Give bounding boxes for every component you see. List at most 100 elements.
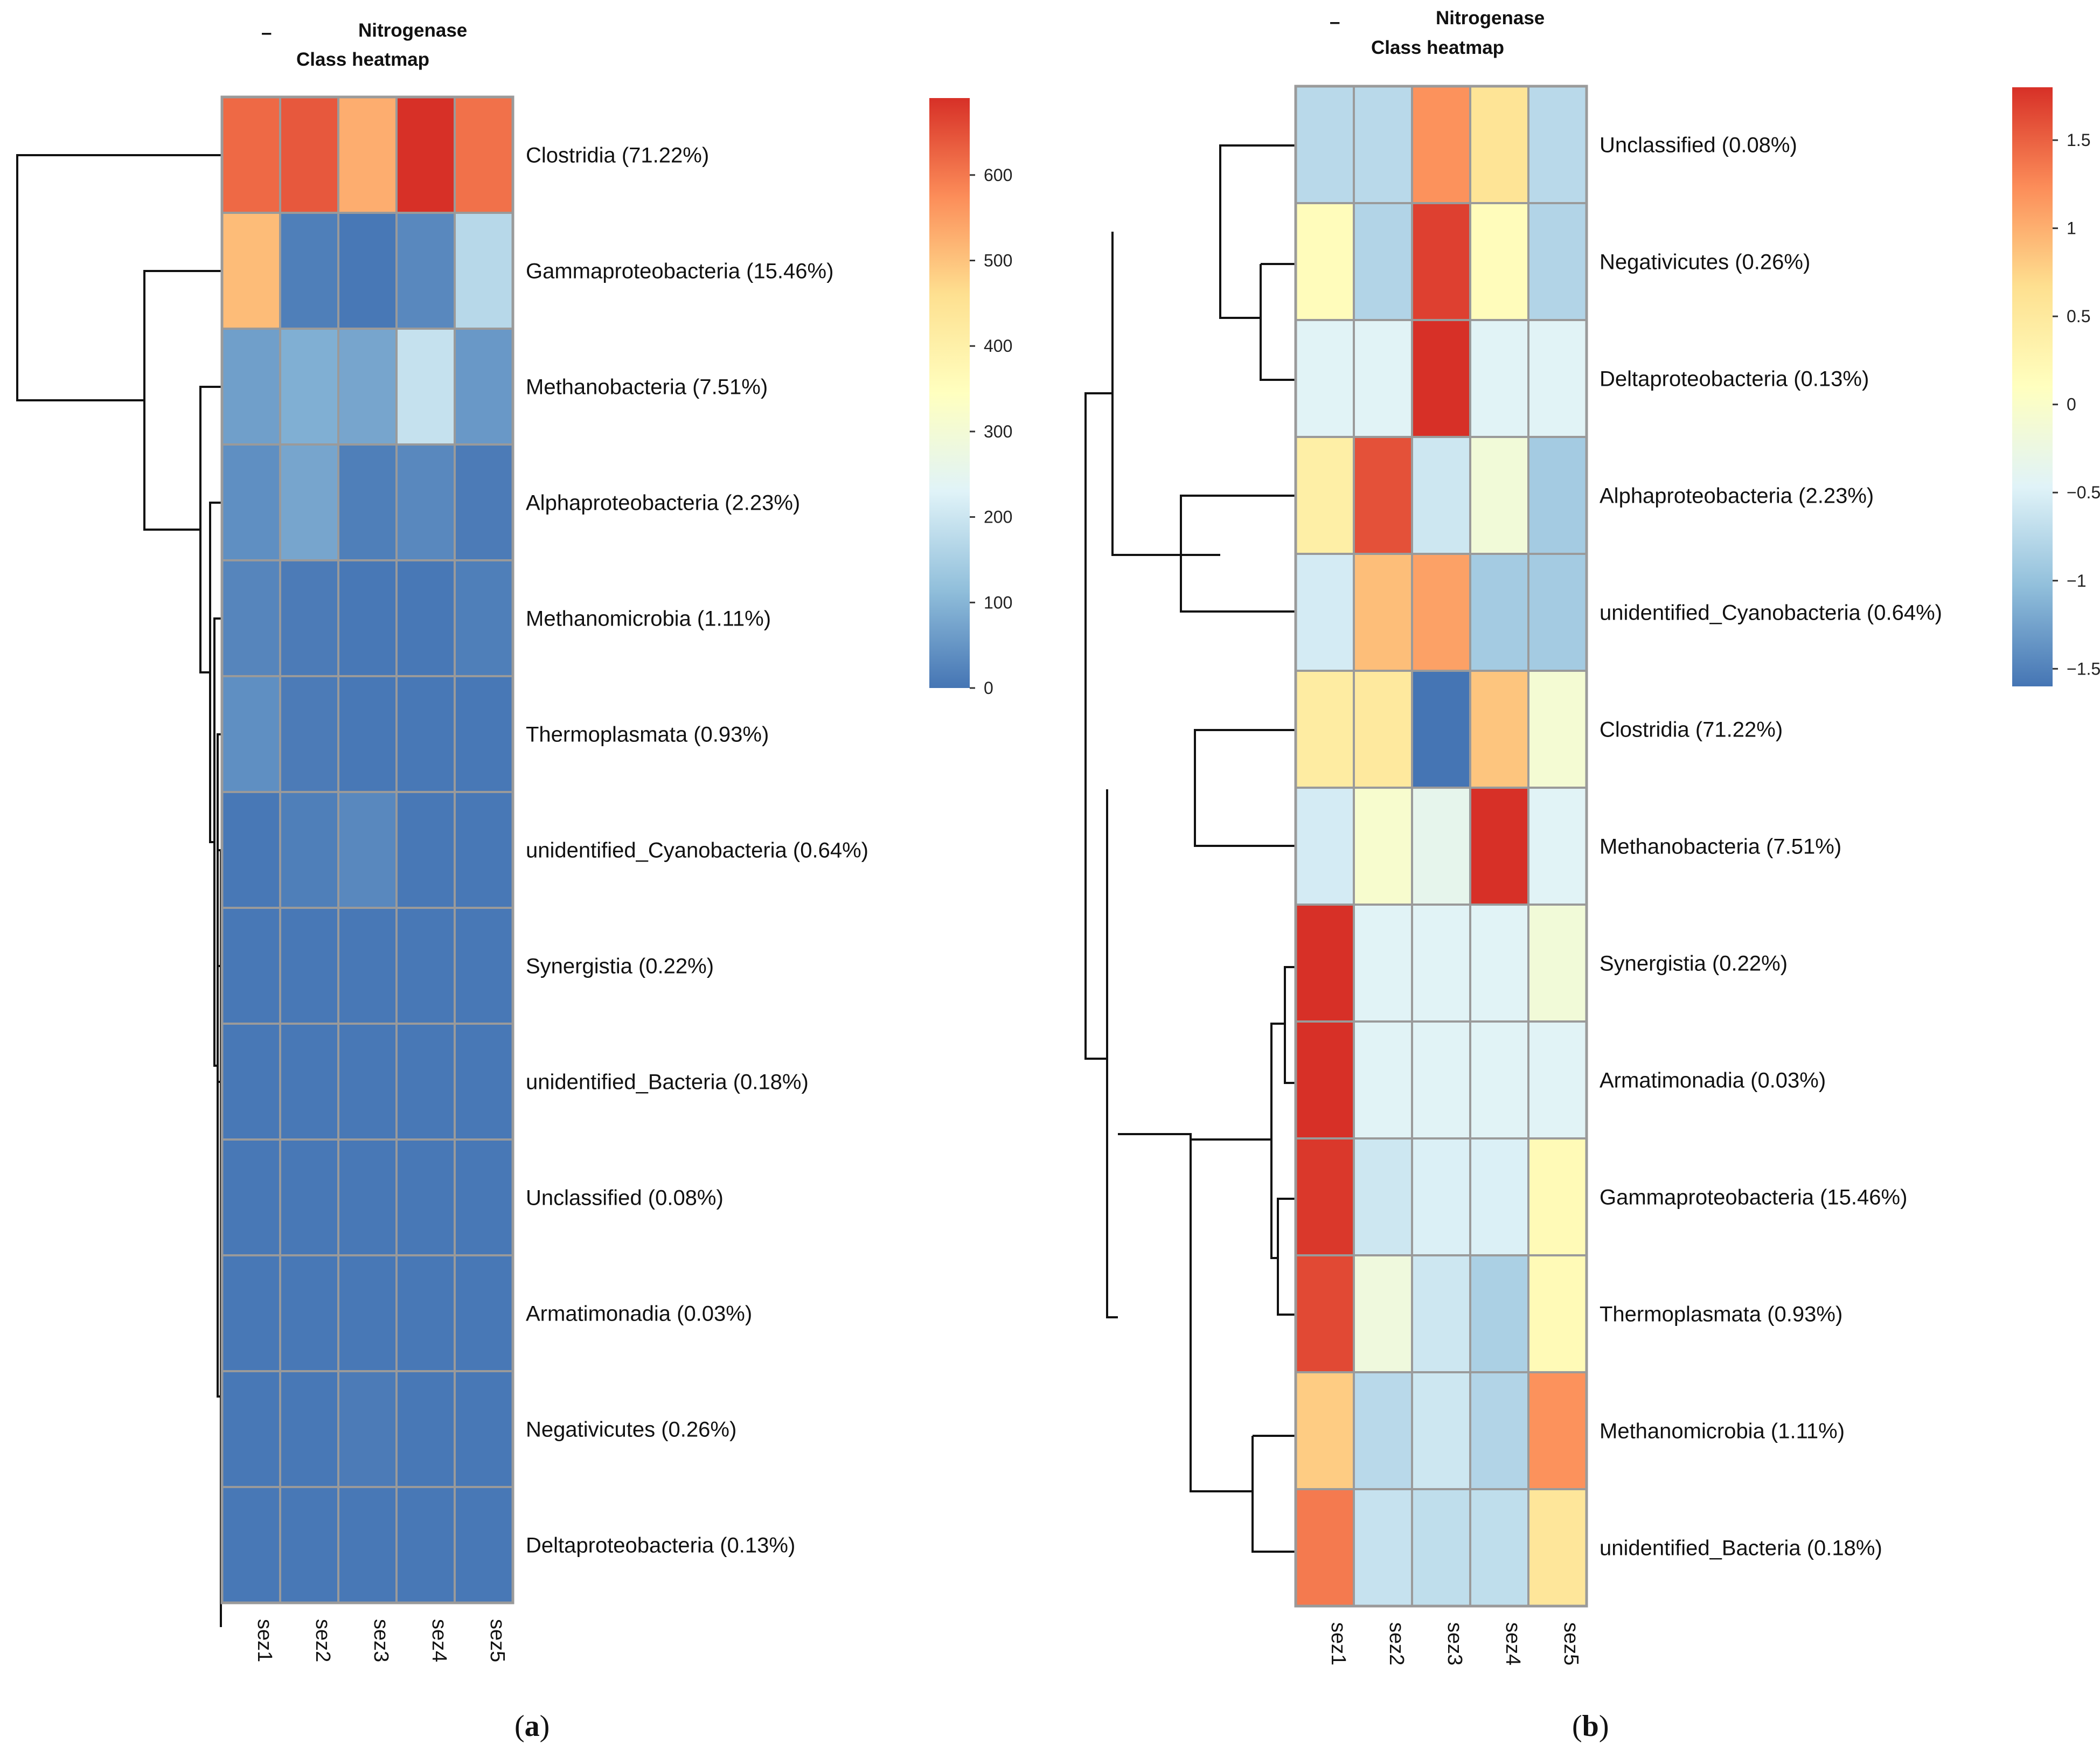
heatmap-cell bbox=[279, 96, 339, 214]
panel-a-legend-ticks: 0 100 200 300 400 500 600 bbox=[970, 165, 1012, 698]
row-label: Unclassified (0.08%) bbox=[1600, 134, 1797, 157]
panel-a-column-labels: sez1 sez2 sez3 sez4 sez5 bbox=[253, 1619, 509, 1662]
heatmap-cell bbox=[1411, 1371, 1471, 1490]
heatmap-cell bbox=[1469, 319, 1529, 438]
heatmap-cell bbox=[279, 443, 339, 561]
panel-a-label: (a) bbox=[514, 1710, 550, 1743]
row-label: Negativicutes (0.26%) bbox=[1600, 251, 1810, 274]
heatmap-cell bbox=[454, 791, 514, 909]
column-label: sez3 bbox=[1443, 1622, 1466, 1665]
heatmap-cell bbox=[279, 1486, 339, 1604]
heatmap-cell bbox=[1353, 787, 1413, 906]
heatmap-cell bbox=[1469, 202, 1529, 321]
row-label: Clostridia (71.22%) bbox=[526, 144, 709, 168]
heatmap-cell bbox=[221, 1486, 281, 1604]
heatmap-cell bbox=[337, 907, 398, 1025]
heatmap-cell bbox=[337, 443, 398, 561]
heatmap-cell bbox=[1295, 85, 1355, 204]
heatmap-cell bbox=[1295, 1254, 1355, 1373]
heatmap-cell bbox=[1527, 1137, 1588, 1256]
heatmap-cell bbox=[221, 212, 281, 330]
heatmap-border bbox=[220, 95, 514, 1604]
heatmap-cell bbox=[279, 675, 339, 793]
heatmap-cell bbox=[337, 1254, 398, 1372]
heatmap-cell bbox=[1295, 553, 1355, 672]
heatmap-cell bbox=[1295, 202, 1355, 321]
column-label: sez1 bbox=[1327, 1622, 1350, 1665]
heatmap-cell bbox=[1527, 1488, 1588, 1607]
panel-b-dendro-root bbox=[1084, 392, 1112, 1060]
heatmap-cell bbox=[395, 1023, 456, 1141]
panel-a-title-line1: Nitrogenase bbox=[358, 20, 467, 41]
heatmap-cell bbox=[1353, 319, 1413, 438]
column-label: sez1 bbox=[253, 1619, 276, 1662]
row-label: Synergistia (0.22%) bbox=[526, 955, 714, 978]
row-label: Thermoplasmata (0.93%) bbox=[1600, 1303, 1842, 1326]
heatmap-cell bbox=[1469, 787, 1529, 906]
row-label: Armatimonadia (0.03%) bbox=[526, 1302, 752, 1326]
heatmap-cell bbox=[1527, 202, 1588, 321]
heatmap-cell bbox=[395, 791, 456, 909]
heatmap-cell bbox=[395, 1486, 456, 1604]
panel-b-dendro-cluster-1 bbox=[1219, 144, 1296, 319]
heatmap-cell bbox=[1353, 1488, 1413, 1607]
row-label: Deltaproteobacteria (0.13%) bbox=[526, 1534, 795, 1558]
panel-b-row-labels: Unclassified (0.08%) Negativicutes (0.26%… bbox=[1600, 134, 1942, 1560]
heatmap-cell bbox=[454, 1254, 514, 1372]
heatmap-cell bbox=[221, 1370, 281, 1488]
column-label: sez3 bbox=[370, 1619, 392, 1662]
heatmap-cell bbox=[1411, 1488, 1471, 1607]
heatmap-cell bbox=[1469, 1254, 1529, 1373]
heatmap-cell bbox=[395, 1254, 456, 1372]
panel-b-title-dash: – bbox=[1330, 11, 1340, 32]
heatmap-cell bbox=[221, 1254, 281, 1372]
legend-tick-label: 400 bbox=[984, 336, 1012, 356]
panel-b-dendro-top bbox=[1111, 232, 1220, 556]
heatmap-cell bbox=[337, 1138, 398, 1256]
column-label: sez2 bbox=[1385, 1622, 1408, 1665]
panel-b-cells bbox=[1294, 85, 1588, 1608]
row-label: Negativicutes (0.26%) bbox=[526, 1418, 736, 1442]
heatmap-cell bbox=[221, 1138, 281, 1256]
heatmap-cell bbox=[279, 328, 339, 446]
panel-a-row-labels: Clostridia (71.22%) Gammaproteobacteria (… bbox=[526, 144, 868, 1558]
row-label: Alphaproteobacteria (2.23%) bbox=[526, 491, 800, 515]
heatmap-cell bbox=[1469, 1371, 1529, 1490]
heatmap-cell bbox=[221, 96, 281, 214]
row-label: Unclassified (0.08%) bbox=[526, 1186, 724, 1210]
heatmap-cell bbox=[395, 96, 456, 214]
heatmap-cell bbox=[221, 1023, 281, 1141]
panel-a-title-dash: – bbox=[261, 22, 272, 43]
heatmap-cell bbox=[221, 791, 281, 909]
heatmap-cell bbox=[1295, 436, 1355, 555]
heatmap-cell bbox=[1527, 85, 1588, 204]
heatmap-cell bbox=[395, 328, 456, 446]
heatmap-cell bbox=[395, 907, 456, 1025]
heatmap-cell bbox=[1469, 553, 1529, 672]
heatmap-cell bbox=[337, 1023, 398, 1141]
heatmap-cell bbox=[1527, 1371, 1588, 1490]
row-label: Gammaproteobacteria (15.46%) bbox=[1600, 1186, 1907, 1210]
panel-b-label: (b) bbox=[1572, 1710, 1609, 1743]
heatmap-cell bbox=[1527, 670, 1588, 789]
panel-b-title-line1: Nitrogenase bbox=[1436, 8, 1545, 29]
heatmap-cell bbox=[1469, 904, 1529, 1023]
heatmap-cell bbox=[221, 559, 281, 677]
legend-tick-label: 300 bbox=[984, 422, 1012, 441]
heatmap-cell bbox=[279, 1254, 339, 1372]
heatmap-cell bbox=[279, 1370, 339, 1488]
heatmap-cell bbox=[279, 1138, 339, 1256]
row-label: Gammaproteobacteria (15.46%) bbox=[526, 260, 833, 283]
heatmap-cell bbox=[337, 791, 398, 909]
heatmap-cell bbox=[1527, 1020, 1588, 1139]
heatmap-cell bbox=[337, 1486, 398, 1604]
heatmap-cell bbox=[1295, 1371, 1355, 1490]
heatmap-cell bbox=[337, 559, 398, 677]
heatmap-cell bbox=[1411, 787, 1471, 906]
panel-b-dendro-cluster-2 bbox=[1180, 495, 1296, 613]
heatmap-cell bbox=[1353, 1137, 1413, 1256]
heatmap-cell bbox=[395, 675, 456, 793]
heatmap-cell bbox=[1411, 1254, 1471, 1373]
heatmap-cell bbox=[454, 443, 514, 561]
